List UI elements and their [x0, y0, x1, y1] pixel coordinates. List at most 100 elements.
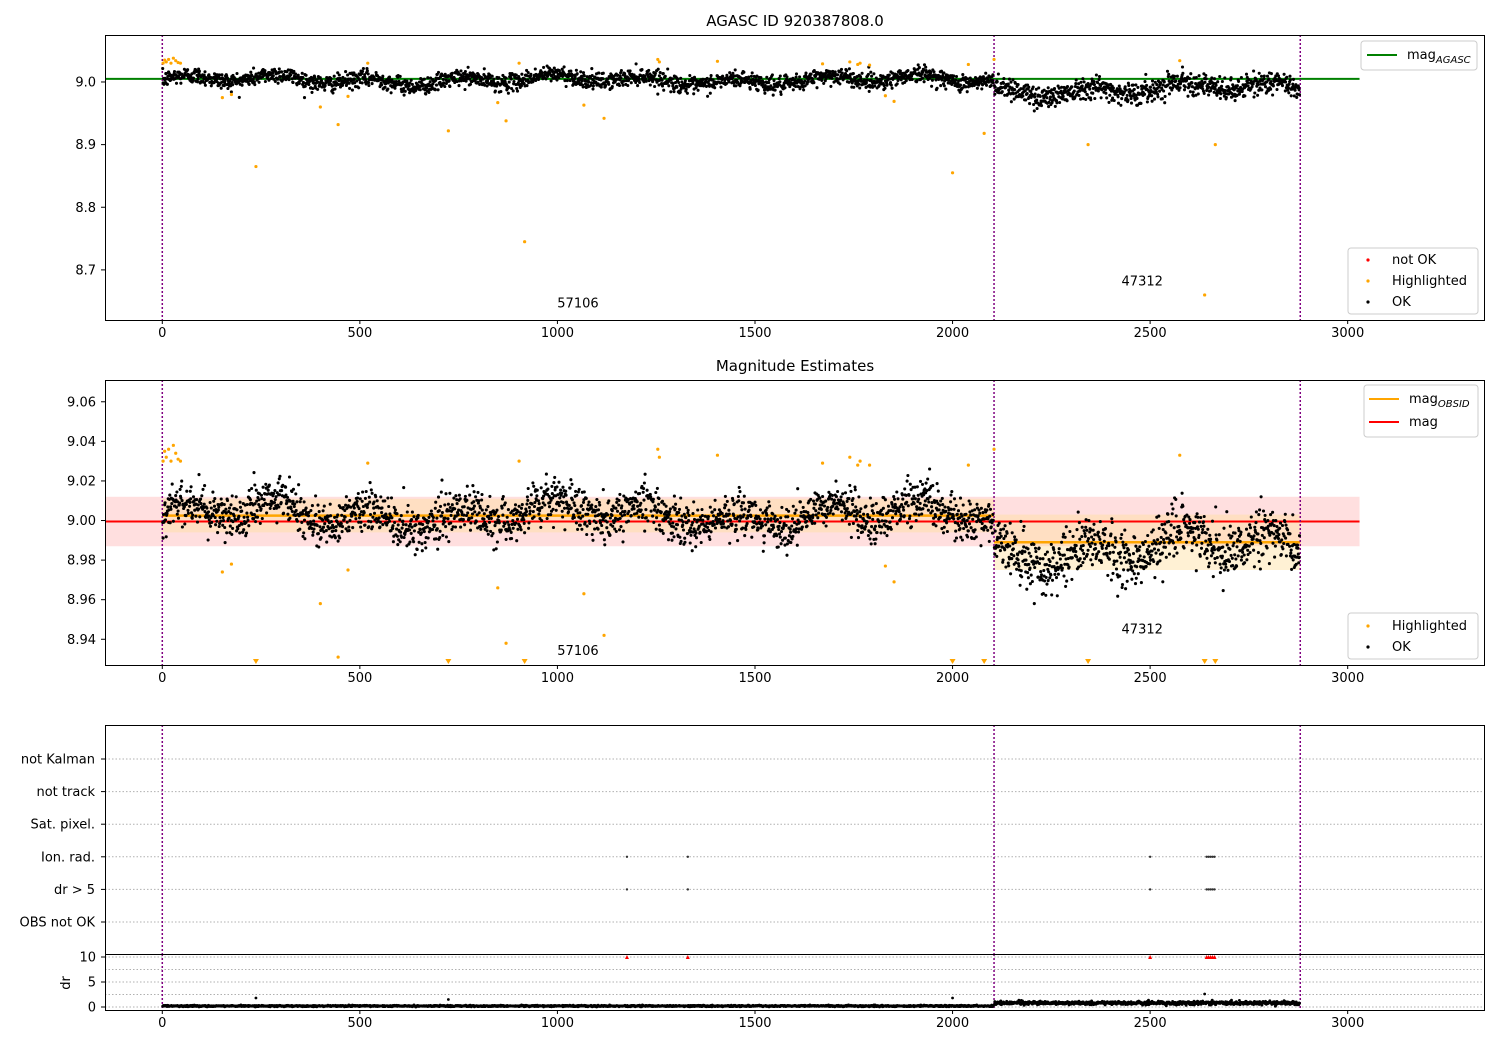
ok-point: [1007, 77, 1012, 81]
ok-point: [474, 519, 478, 524]
ok-point: [678, 535, 682, 539]
ok-point: [296, 73, 300, 77]
ok-point: [325, 540, 329, 544]
ok-point: [238, 505, 243, 509]
ok-point: [1267, 77, 1271, 81]
ok-point: [713, 498, 717, 502]
ok-point: [828, 511, 832, 515]
ok-point: [953, 539, 957, 543]
ok-point: [509, 530, 513, 534]
ok-point: [193, 508, 197, 512]
ok-point: [1207, 93, 1211, 97]
ok-point: [713, 86, 717, 90]
ok-point: [1027, 85, 1031, 89]
ok-point: [179, 81, 183, 85]
ok-point: [928, 467, 932, 471]
ok-point: [264, 482, 268, 486]
ok-point: [671, 84, 675, 88]
ok-point: [427, 90, 431, 94]
ok-point: [474, 495, 478, 499]
ok-point: [777, 77, 781, 81]
ok-point: [374, 70, 378, 75]
ok-point: [253, 520, 258, 524]
ok-point: [753, 81, 757, 85]
ok-point: [1271, 93, 1275, 97]
ok-point: [614, 529, 618, 533]
ok-point: [673, 506, 677, 511]
ok-point: [507, 523, 511, 527]
ok-point: [306, 514, 311, 518]
highlighted-point: [517, 61, 521, 65]
ok-point: [794, 508, 798, 512]
ok-point: [540, 71, 544, 75]
ok-point: [694, 536, 699, 540]
ok-point: [1257, 71, 1261, 75]
ok-point: [277, 67, 281, 71]
ok-point: [728, 541, 732, 545]
highlighted-point: [867, 63, 872, 67]
ok-point: [235, 508, 239, 512]
ok-point: [463, 494, 467, 498]
ok-point: [601, 488, 605, 492]
ok-point: [492, 77, 496, 81]
ok-point: [464, 513, 469, 518]
ok-point: [775, 534, 779, 538]
ok-point: [773, 514, 777, 518]
ok-point: [353, 81, 357, 85]
ok-point: [411, 536, 415, 540]
ok-point: [981, 83, 985, 87]
ok-point: [607, 82, 611, 86]
ok-point: [1072, 89, 1076, 93]
ok-point: [989, 83, 993, 88]
ok-point: [541, 497, 545, 501]
ok-point: [868, 516, 872, 520]
ok-point: [537, 502, 541, 506]
ok-point: [1239, 75, 1243, 80]
ok-point: [887, 73, 891, 77]
ok-point: [709, 74, 713, 78]
ok-point: [890, 516, 895, 520]
ok-point: [539, 525, 543, 529]
ok-point: [569, 69, 573, 73]
ok-point: [707, 84, 712, 88]
ok-point: [240, 83, 244, 87]
ok-point: [444, 492, 448, 496]
ok-point: [275, 521, 279, 525]
panel-agasc-legend-points: not OK Highlighted OK: [1347, 247, 1479, 315]
ok-point: [1033, 95, 1037, 99]
ok-point: [642, 486, 646, 491]
ok-point: [952, 497, 957, 501]
ok-point: [712, 523, 716, 527]
x-tick-label: 1500: [738, 326, 771, 341]
ok-point: [580, 76, 584, 80]
ok-point: [892, 497, 897, 501]
ok-point: [1119, 103, 1123, 107]
ok-point: [196, 77, 200, 81]
ok-point: [443, 72, 447, 76]
ok-point: [954, 529, 958, 533]
ok-point: [427, 519, 431, 523]
ok-point: [420, 549, 424, 553]
ok-point: [380, 83, 384, 87]
ok-point: [288, 499, 292, 503]
ok-point: [746, 514, 750, 518]
ok-point: [497, 521, 501, 525]
ok-point: [255, 515, 260, 519]
ok-point: [356, 491, 360, 496]
ok-point: [619, 76, 623, 80]
ok-point: [767, 500, 771, 504]
ok-point: [754, 503, 758, 507]
ok-point: [218, 521, 222, 526]
ok-point: [851, 71, 855, 76]
ok-point: [262, 498, 266, 502]
ok-point: [493, 524, 497, 528]
ok-point: [961, 73, 965, 77]
panel-agasc-obsid-label-1: 57106: [557, 296, 598, 311]
ok-point: [1235, 93, 1239, 98]
ok-point: [1094, 73, 1098, 77]
ok-point: [865, 78, 869, 82]
ok-point: [302, 500, 306, 504]
ok-point: [815, 498, 819, 502]
panel-agasc-title: AGASC ID 920387808.0: [706, 12, 884, 30]
ok-point: [587, 80, 591, 84]
